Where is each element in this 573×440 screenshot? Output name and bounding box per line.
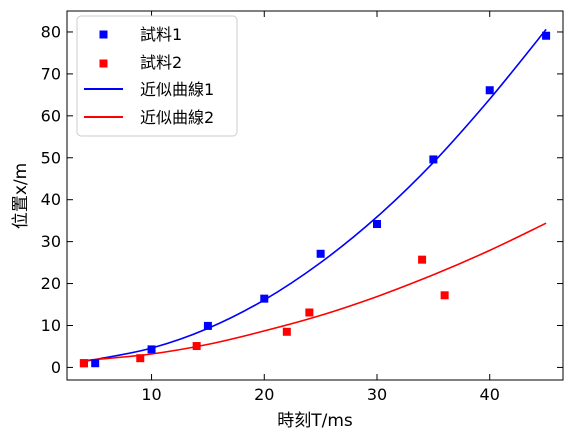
x-tick-label: 30 [367,385,387,404]
data-point-sample2 [305,308,314,317]
y-tick-label: 40 [41,190,61,209]
data-point-sample1 [316,249,325,258]
y-tick-label: 30 [41,232,61,251]
fit-curve-1 [83,28,547,362]
y-tick-label: 80 [41,22,61,41]
x-tick-label: 10 [141,385,161,404]
data-point-sample1 [260,294,269,303]
x-axis-title: 時刻T/ms [277,411,353,431]
data-point-sample2 [79,359,88,368]
legend-label-sample1: 試料1 [140,25,182,44]
legend-label-fit2: 近似曲線2 [140,108,214,127]
data-point-sample1 [91,359,100,368]
data-point-sample1 [485,86,494,95]
y-tick-label: 50 [41,148,61,167]
x-tick-label: 40 [480,385,500,404]
legend-label-sample2: 試料2 [140,53,182,72]
legend-marker-sample1 [99,30,108,39]
y-tick-label: 70 [41,64,61,83]
y-tick-label: 10 [41,316,61,335]
legend-marker-sample2 [99,59,108,68]
y-tick-label: 60 [41,106,61,125]
x-tick-label: 20 [254,385,274,404]
axis-ticks: 10 20 30 40 0 10 20 30 40 50 60 70 80 [41,11,563,404]
legend-label-fit1: 近似曲線1 [140,80,214,99]
legend-box [76,15,238,137]
data-points [79,31,551,368]
y-tick-label: 0 [51,358,61,377]
fit-curve-2 [83,222,547,362]
data-point-sample2 [136,354,145,363]
y-tick-label: 20 [41,274,61,293]
data-point-sample2 [440,291,449,300]
data-point-sample1 [542,31,551,40]
data-point-sample1 [147,345,156,354]
data-point-sample1 [203,321,212,330]
data-point-sample2 [418,255,427,264]
fit-curves [83,28,547,362]
data-point-sample2 [192,342,201,351]
y-axis-title: 位置x/m [11,163,31,229]
legend: 試料1 試料2 近似曲線1 近似曲線2 [76,15,238,137]
data-point-sample2 [282,327,291,336]
data-point-sample1 [373,220,381,229]
data-point-sample1 [429,155,438,164]
